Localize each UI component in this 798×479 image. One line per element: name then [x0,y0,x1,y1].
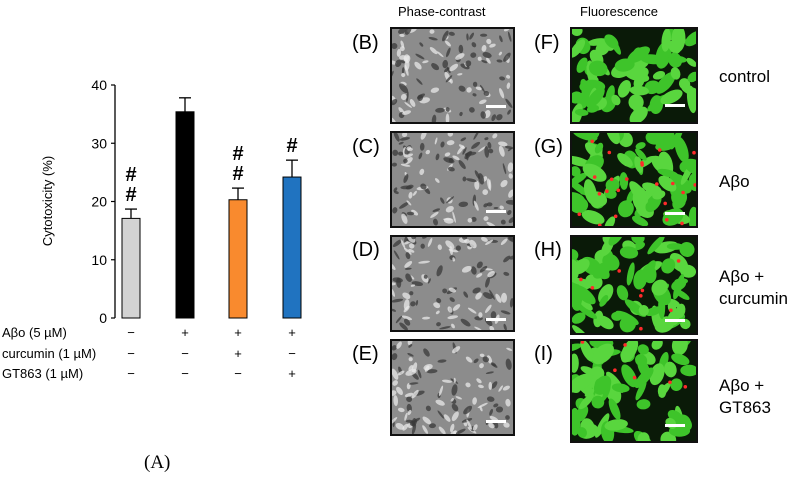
bar-4 [282,176,302,319]
panel-label-b: (B) [352,32,379,54]
micrograph-fluor-g [570,131,698,228]
treatment-mark: − [234,366,242,381]
bar-1 [121,217,141,319]
treatment-label: curcumin (1 µM) [2,346,96,361]
y-tick-label: 0 [99,310,107,326]
phase-contrast-texture [392,237,513,330]
treatment-mark: − [288,346,296,361]
y-tick-label: 20 [91,194,107,210]
micrograph-fluor-h [570,235,698,335]
micrograph-phase-c [390,131,515,228]
bar-3 [228,199,248,319]
bar-2 [175,111,195,319]
panel-label-g: (G) [534,136,563,158]
significance-mark: # [125,164,136,186]
fluorescence-texture [572,341,696,441]
significance-mark: # [232,143,243,165]
scale-bar [486,105,506,108]
scale-bar [665,104,685,107]
scale-bar [665,424,685,427]
micrograph-phase-e [390,339,515,436]
scale-bar [486,210,506,213]
scale-bar [665,212,685,215]
condition-label-abo: Aβo [719,172,750,191]
condition-label-control: control [719,67,771,86]
treatment-mark: − [127,325,135,340]
panel-label-c: (C) [352,136,380,158]
treatment-label: GT863 (1 µM) [2,366,83,381]
figure-label-a: (A) [144,452,171,473]
treatment-label: Aβo (5 µM) [2,325,67,340]
treatment-mark: − [181,346,189,361]
treatment-mark: − [127,366,135,381]
panel-label-e: (E) [352,343,379,365]
fluorescence-texture [572,237,696,333]
treatment-mark: + [181,325,189,340]
fluorescence-texture [572,29,696,122]
micrograph-fluor-i [570,339,698,443]
significance-mark: # [286,135,297,157]
treatment-mark: + [288,325,296,340]
phase-contrast-texture [392,341,513,434]
significance-mark: # [232,163,243,185]
panel-label-f: (F) [534,32,560,54]
treatment-mark: + [288,366,296,381]
treatment-mark: − [181,366,189,381]
phase-contrast-texture [392,133,513,226]
phase-contrast-header: Phase-contrast [398,4,486,19]
panel-label-d: (D) [352,239,380,261]
y-tick-label: 30 [91,135,107,151]
treatment-mark: − [127,346,135,361]
micrograph-phase-b [390,27,515,124]
phase-contrast-texture [392,29,513,122]
panel-label-h: (H) [534,239,562,261]
y-tick-label: 40 [91,77,107,93]
condition-label-abo-gt863: Aβo + GT863 [719,376,771,417]
condition-label-abo-curcumin: Aβo + curcumin [719,267,788,308]
treatment-mark: + [234,346,242,361]
y-tick-label: 10 [91,252,107,268]
scale-bar [486,420,506,423]
treatment-mark: + [234,325,242,340]
fluorescence-header: Fluorescence [580,4,659,19]
fluorescence-texture [572,133,696,226]
y-axis-label: Cytotoxicity (%) [40,156,55,246]
significance-mark: # [125,184,136,206]
micrograph-fluor-f [570,27,698,124]
panel-label-i: (I) [534,343,553,365]
scale-bar [665,319,685,322]
micrograph-phase-d [390,235,515,332]
scale-bar [486,318,506,321]
